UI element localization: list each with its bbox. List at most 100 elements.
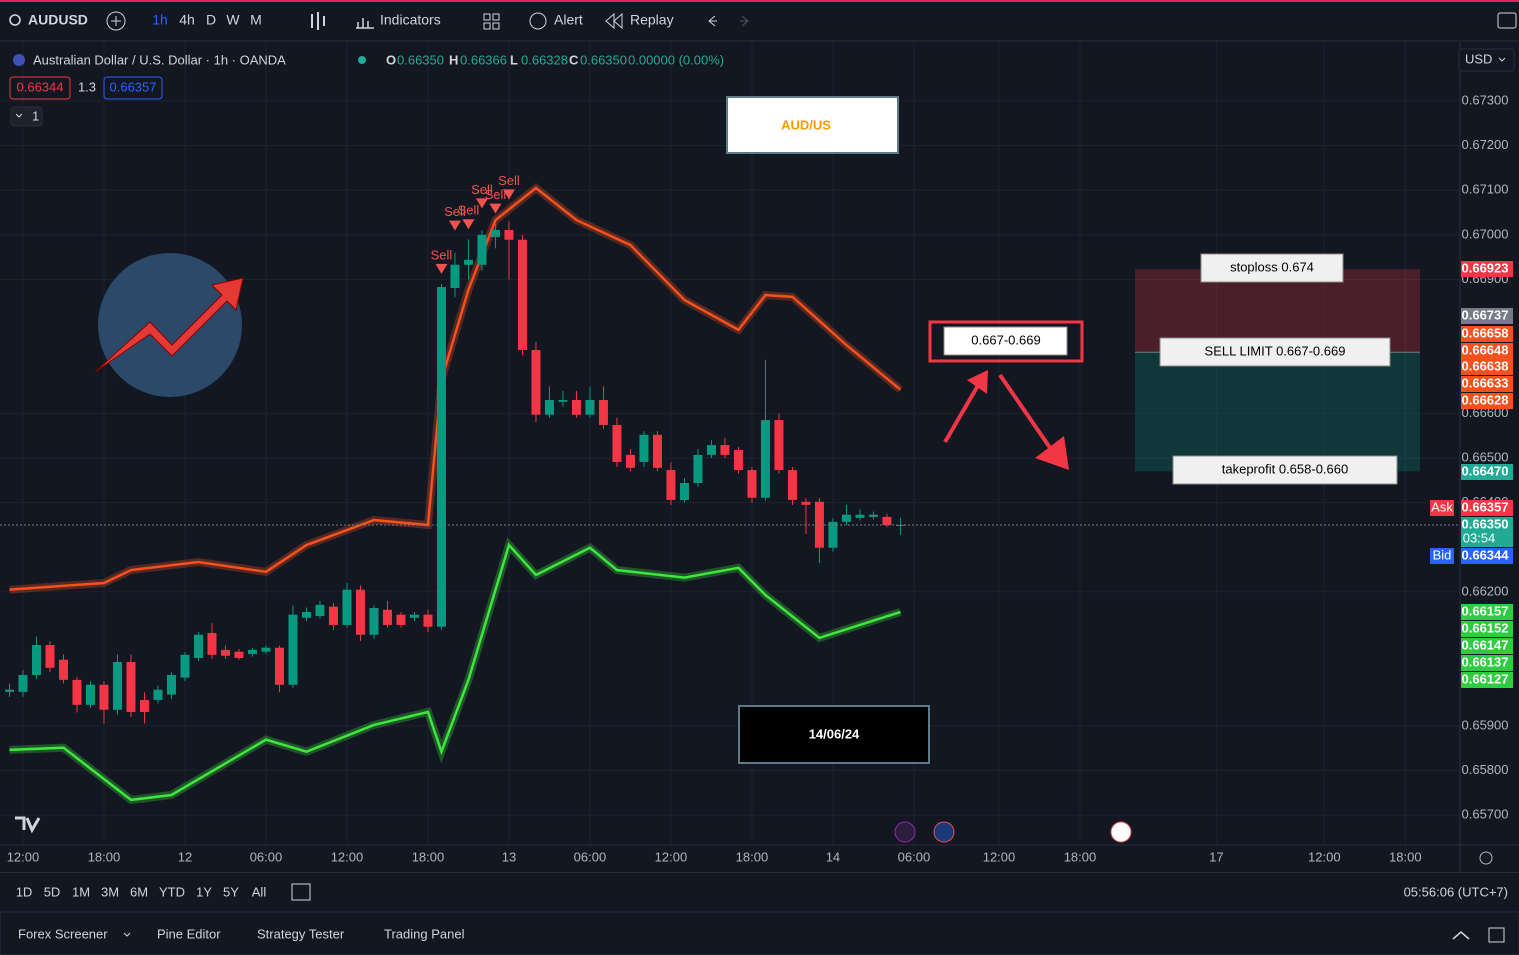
candle-body [207, 632, 217, 655]
range-button[interactable]: 1D [16, 884, 33, 899]
x-tick-label: 18:00 [1064, 849, 1097, 864]
logo-circle [98, 253, 242, 397]
currency-box[interactable] [1458, 48, 1515, 72]
currency[interactable]: USD [1465, 51, 1492, 66]
candle-body [733, 449, 743, 471]
y-tick-label: 0.65800 [1462, 762, 1509, 777]
candle-body [625, 454, 635, 468]
interval[interactable]: 1h [152, 12, 168, 28]
price-badge [1461, 672, 1513, 688]
sell-label: Sell [485, 187, 507, 202]
x-tick-label: 18:00 [412, 849, 445, 864]
replay-icon [605, 12, 623, 30]
indicator-count: 1 [32, 108, 39, 123]
x-tick-label: 06:00 [898, 849, 931, 864]
ohlc-value: 0.66350 [580, 52, 627, 67]
ohlc-key: O [386, 52, 396, 67]
price-badge-label: 0.66470 [1462, 463, 1509, 478]
buy-price[interactable]: 0.66357 [110, 79, 157, 94]
interval[interactable]: D [206, 12, 216, 28]
alert-button[interactable]: Alert [554, 12, 583, 28]
interval[interactable]: M [250, 12, 262, 28]
range-button[interactable]: 5D [44, 884, 61, 899]
ohlc-value: 0.66366 [460, 52, 507, 67]
undo[interactable] [708, 15, 717, 27]
panel-tab[interactable]: Forex Screener [18, 926, 108, 941]
zone-label-bg [943, 326, 1068, 356]
price-badge-label: 0.66638 [1462, 358, 1509, 373]
price-badge-label: 0.66737 [1462, 307, 1509, 322]
x-tick-label: 18:00 [88, 849, 121, 864]
x-tick-label: 12 [178, 849, 192, 864]
zone-label: 0.667-0.669 [971, 332, 1040, 347]
range-button[interactable]: 5Y [223, 884, 239, 899]
price-badge [1461, 359, 1513, 375]
panel-tab[interactable]: Trading Panel [384, 926, 465, 941]
layouts-icon[interactable] [483, 13, 500, 30]
candle-body [517, 239, 527, 350]
title-box-text: AUD/US [781, 117, 831, 132]
interval[interactable]: 4h [179, 12, 195, 28]
ohlc-value: 0.66328 [521, 52, 568, 67]
candle-body [504, 229, 514, 240]
axis-settings[interactable] [1479, 851, 1493, 865]
title-box [726, 96, 899, 154]
candle-body [342, 589, 352, 625]
candle-body [396, 614, 406, 625]
sell-price[interactable]: 0.66344 [17, 79, 64, 94]
candle-body [355, 589, 365, 635]
y-tick-label: 0.67100 [1462, 182, 1509, 197]
sell-limit-label: SELL LIMIT 0.667-0.669 [1205, 343, 1346, 358]
sell-box[interactable] [9, 76, 71, 100]
price-badge [1461, 308, 1513, 324]
panel-tab[interactable]: Pine Editor [157, 926, 221, 941]
candle-body [639, 434, 649, 463]
range-button[interactable]: All [252, 884, 267, 899]
buy-box[interactable] [103, 76, 163, 100]
indicators-button[interactable]: Indicators [380, 12, 441, 28]
collapse[interactable] [1452, 931, 1470, 940]
price-badge [1461, 621, 1513, 637]
range-button[interactable]: 1M [72, 884, 90, 899]
x-tick-label: 13 [502, 849, 516, 864]
symbol[interactable]: AUDUSD [28, 12, 88, 28]
indicator-toggle[interactable] [10, 106, 43, 127]
panel-tab[interactable]: Strategy Tester [257, 926, 345, 941]
candle-body [774, 420, 784, 471]
candle-body [261, 647, 271, 652]
candle-body [31, 645, 41, 675]
sell-label: Sell [498, 173, 520, 188]
x-tick-label: 12:00 [655, 849, 688, 864]
maximize[interactable] [1488, 927, 1505, 943]
replay-button[interactable]: Replay [630, 12, 674, 28]
candle-body [436, 287, 446, 627]
search-icon[interactable] [9, 14, 21, 26]
tv-logo[interactable] [15, 816, 41, 834]
add-symbol[interactable] [106, 11, 126, 31]
sell-signal [502, 189, 515, 200]
takeprofit-label: takeprofit 0.658-0.660 [1222, 461, 1348, 476]
range-button[interactable]: YTD [159, 884, 185, 899]
range-button[interactable]: 3M [101, 884, 119, 899]
event-icon[interactable] [1110, 821, 1132, 843]
candle-body [220, 649, 230, 656]
badge-tag-bg [1430, 500, 1454, 516]
range-button[interactable]: 6M [130, 884, 148, 899]
y-tick-label: 0.67300 [1462, 92, 1509, 107]
sell-signal [475, 198, 488, 209]
interval[interactable]: W [226, 12, 240, 28]
event-icon[interactable] [894, 821, 916, 843]
redo[interactable] [740, 15, 749, 27]
candle-body [598, 399, 608, 425]
price-badge [1461, 604, 1513, 620]
date-range-icon[interactable] [291, 883, 311, 901]
ohlc-change: 0.00000 (0.00%) [628, 52, 724, 67]
candle-body [166, 674, 176, 695]
price-badge [1461, 638, 1513, 654]
fullscreen[interactable] [1497, 12, 1517, 29]
range-button[interactable]: 1Y [196, 884, 212, 899]
arrow-down [998, 373, 1057, 457]
event-icon[interactable] [933, 821, 955, 843]
x-tick-label: 12:00 [7, 849, 40, 864]
chart-type-icon[interactable] [311, 12, 325, 30]
